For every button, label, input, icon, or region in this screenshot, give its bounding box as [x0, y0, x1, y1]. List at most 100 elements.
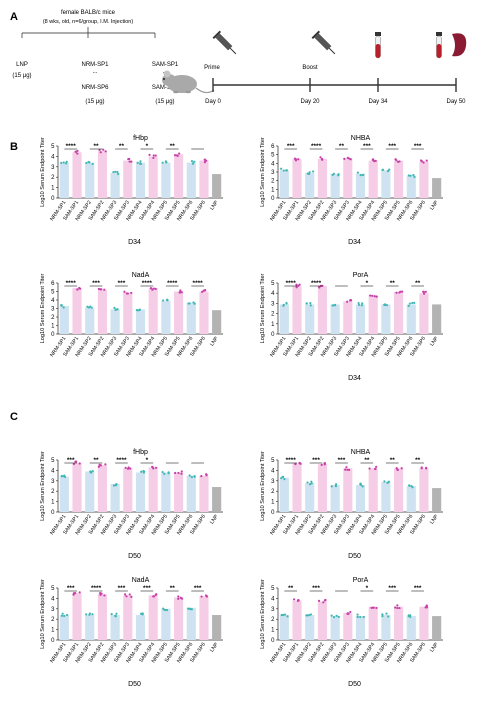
bar-SAM-SP4 [368, 160, 378, 198]
data-point [102, 148, 105, 151]
data-point [298, 461, 301, 465]
data-point [359, 483, 363, 486]
data-point [371, 294, 374, 297]
x-tick-label: LNP [429, 513, 440, 525]
significance-label: *** [388, 585, 396, 592]
significance-label: *** [67, 585, 75, 592]
y-tick-label: 1 [271, 322, 275, 328]
bar-SAM-SP3 [343, 468, 353, 512]
data-point [412, 173, 415, 177]
bar-SAM-SP2 [317, 464, 327, 512]
significance-label: ** [94, 457, 100, 464]
bar-NRM-SP1 [279, 170, 289, 198]
y-tick-label: 2 [271, 179, 275, 185]
data-point [78, 462, 81, 465]
data-point [345, 466, 348, 469]
bar-SAM-SP2 [97, 465, 107, 512]
data-point [177, 471, 180, 475]
data-point [396, 606, 399, 610]
x-tick-label: LNP [209, 513, 220, 525]
data-point [179, 596, 182, 599]
data-point [200, 595, 203, 598]
data-point [282, 304, 285, 307]
data-point [294, 463, 297, 466]
data-point [324, 598, 327, 602]
bar-NRM-SP3 [110, 309, 120, 334]
data-point [407, 614, 410, 617]
panel-label-a: A [10, 11, 18, 23]
data-point [161, 161, 164, 164]
data-point [330, 614, 333, 617]
significance-label: *** [414, 585, 422, 592]
x-tick-label: LNP [429, 199, 440, 211]
data-point [375, 295, 378, 298]
data-point [201, 290, 204, 293]
bar-NRM-SP3 [330, 173, 340, 198]
data-point [103, 288, 106, 291]
y-tick-label: 0 [271, 638, 275, 644]
bar-NRM-SP1 [59, 305, 69, 334]
data-point [293, 157, 297, 160]
data-point [335, 614, 338, 617]
data-point [394, 606, 397, 609]
data-point [407, 304, 410, 307]
data-point [72, 593, 75, 596]
data-point [190, 475, 193, 479]
data-point [85, 161, 88, 165]
y-tick-label: 2 [271, 312, 275, 318]
data-point [203, 289, 206, 292]
data-point [321, 158, 324, 161]
mouse-icon [162, 70, 215, 94]
bar-LNP [212, 487, 222, 512]
bar-NRM-SP5 [381, 170, 391, 198]
data-point [128, 593, 131, 596]
bar-NRM-SP3 [110, 483, 120, 512]
data-point [104, 463, 107, 466]
significance-label: * [366, 585, 369, 592]
y-axis-label: Log10 Serum Endpoint Titer [260, 137, 266, 207]
bar-NRM-SP5 [161, 300, 171, 334]
bar-SAM-SP5 [174, 154, 184, 198]
significance-label: *** [363, 143, 371, 150]
y-tick-label: 3 [51, 307, 55, 313]
y-tick-label: 1 [51, 628, 55, 634]
data-point [388, 168, 391, 171]
data-point [116, 308, 119, 311]
significance-label: ** [364, 457, 370, 464]
significance-label: *** [194, 585, 202, 592]
data-point [320, 463, 323, 467]
bar-NRM-SP5 [161, 608, 171, 640]
y-tick-label: 0 [271, 332, 275, 338]
sam-group-top: SAM-SP1 [152, 62, 179, 68]
bar-SAM-SP1 [72, 152, 82, 198]
data-point [410, 485, 413, 488]
data-point [346, 612, 349, 615]
sam-group-bottom: SAM-SP6 [152, 85, 179, 91]
bar-NRM-SP3 [330, 304, 340, 334]
data-point [129, 467, 132, 470]
significance-label: **** [311, 143, 322, 150]
data-point [282, 169, 285, 172]
timeline [212, 78, 457, 92]
data-point [74, 460, 77, 463]
y-tick-label: 2 [51, 315, 55, 321]
bar-NRM-SP1 [279, 615, 289, 640]
significance-label: *** [338, 457, 346, 464]
bar-SAM-SP6 [419, 468, 429, 512]
data-point [309, 304, 312, 307]
chart-title: NHBA [351, 449, 371, 456]
data-point [283, 478, 286, 481]
data-point [151, 288, 154, 291]
bar-SAM-SP6 [199, 291, 209, 334]
bar-NRM-SP2 [305, 172, 315, 198]
y-tick-label: 2 [51, 175, 55, 181]
data-point [173, 154, 177, 157]
significance-label: ** [339, 143, 345, 150]
data-point [311, 170, 315, 173]
data-point [188, 302, 191, 305]
bar-NRM-SP4 [355, 304, 366, 334]
data-point [280, 167, 283, 170]
